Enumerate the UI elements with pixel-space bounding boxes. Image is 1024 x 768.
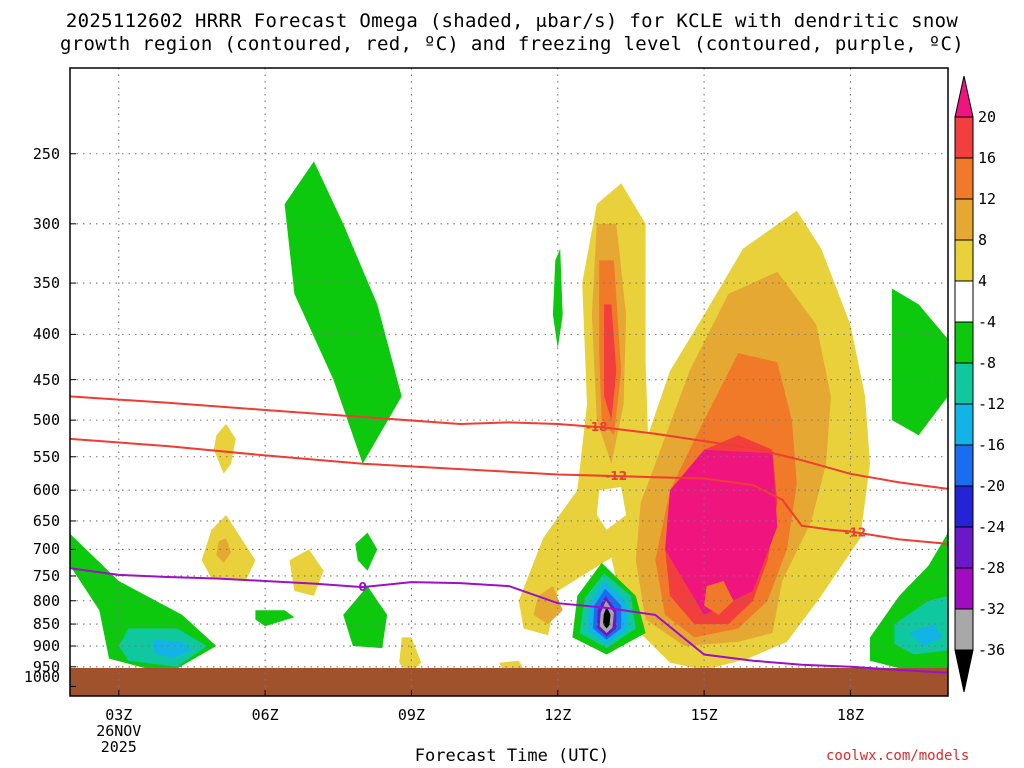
y-tick-label: 400 bbox=[0, 325, 60, 343]
y-tick-label: 350 bbox=[0, 274, 60, 292]
colorbar-tick-label: 20 bbox=[978, 108, 996, 126]
colorbar-box-6 bbox=[955, 363, 973, 404]
contour-label-1-b: -12 bbox=[844, 525, 866, 539]
y-tick-label: 500 bbox=[0, 411, 60, 429]
colorbar bbox=[955, 76, 973, 692]
y-tick-label: 800 bbox=[0, 592, 60, 610]
source-credit: coolwx.com/models bbox=[826, 748, 969, 764]
colorbar-box-11 bbox=[955, 568, 973, 609]
colorbar-tick-label: -8 bbox=[978, 354, 996, 372]
colorbar-box-1 bbox=[955, 158, 973, 199]
y-tick-label: 300 bbox=[0, 215, 60, 233]
descent-patch-07z bbox=[290, 549, 324, 596]
colorbar-tick-label: -20 bbox=[978, 477, 1005, 495]
colorbar-tick-label: 16 bbox=[978, 149, 996, 167]
colorbar-box-12 bbox=[955, 609, 973, 650]
colorbar-tick-label: -16 bbox=[978, 436, 1005, 454]
y-tick-label: 250 bbox=[0, 145, 60, 163]
colorbar-box-10 bbox=[955, 527, 973, 568]
colorbar-box-3 bbox=[955, 240, 973, 281]
x-tick-label: 09Z bbox=[371, 706, 451, 724]
colorbar-bottom-arrow bbox=[955, 650, 973, 692]
ascent-small-08z-low bbox=[343, 586, 387, 648]
colorbar-tick-label: -28 bbox=[978, 559, 1005, 577]
y-tick-label: 850 bbox=[0, 615, 60, 633]
colorbar-tick-label: 4 bbox=[978, 272, 987, 290]
colorbar-tick-label: -4 bbox=[978, 313, 996, 331]
y-tick-label: 450 bbox=[0, 371, 60, 389]
colorbar-tick-label: -32 bbox=[978, 600, 1005, 618]
y-tick-label: 700 bbox=[0, 540, 60, 558]
y-tick-label: 650 bbox=[0, 512, 60, 530]
colorbar-box-9 bbox=[955, 486, 973, 527]
descent-patch-05z-upper bbox=[214, 424, 236, 474]
colorbar-tick-label: 8 bbox=[978, 231, 987, 249]
chart-title-line-1: 2025112602 HRRR Forecast Omega (shaded, … bbox=[0, 10, 1024, 32]
y-tick-label: 750 bbox=[0, 567, 60, 585]
colorbar-box-2 bbox=[955, 199, 973, 240]
ascent-east-upper bbox=[892, 289, 948, 436]
ground-surface bbox=[70, 668, 948, 696]
x-tick-label: 12Z bbox=[518, 706, 598, 724]
x-tick-label: 06Z bbox=[225, 706, 305, 724]
contour-label-1: -12 bbox=[605, 469, 627, 483]
colorbar-tick-label: -12 bbox=[978, 395, 1005, 413]
colorbar-tick-label: 12 bbox=[978, 190, 996, 208]
colorbar-tick-label: -24 bbox=[978, 518, 1005, 536]
y-tick-label: 600 bbox=[0, 481, 60, 499]
y-tick-label: 1000 bbox=[0, 668, 60, 686]
contour-label-0: -18 bbox=[586, 420, 608, 434]
colorbar-tick-label: -36 bbox=[978, 641, 1005, 659]
omega-shading bbox=[70, 161, 948, 674]
ascent-small-06z bbox=[255, 610, 294, 626]
x-tick-label: 18Z bbox=[810, 706, 890, 724]
omega-time-height-chart: -18 -12 -12 0 bbox=[0, 0, 1024, 768]
chart-title-line-2: growth region (contoured, red, ºC) and f… bbox=[0, 33, 1024, 55]
x-tick-label: 15Z bbox=[664, 706, 744, 724]
y-tick-label: 550 bbox=[0, 448, 60, 466]
contour-label-2: 0 bbox=[358, 580, 366, 594]
colorbar-box-8 bbox=[955, 445, 973, 486]
ascent-small-08z-mid bbox=[355, 533, 377, 571]
colorbar-box-7 bbox=[955, 404, 973, 445]
y-tick-label: 900 bbox=[0, 637, 60, 655]
colorbar-box-0 bbox=[955, 117, 973, 158]
colorbar-top-arrow bbox=[955, 76, 973, 117]
colorbar-box-4 bbox=[955, 281, 973, 322]
colorbar-box-5 bbox=[955, 322, 973, 363]
